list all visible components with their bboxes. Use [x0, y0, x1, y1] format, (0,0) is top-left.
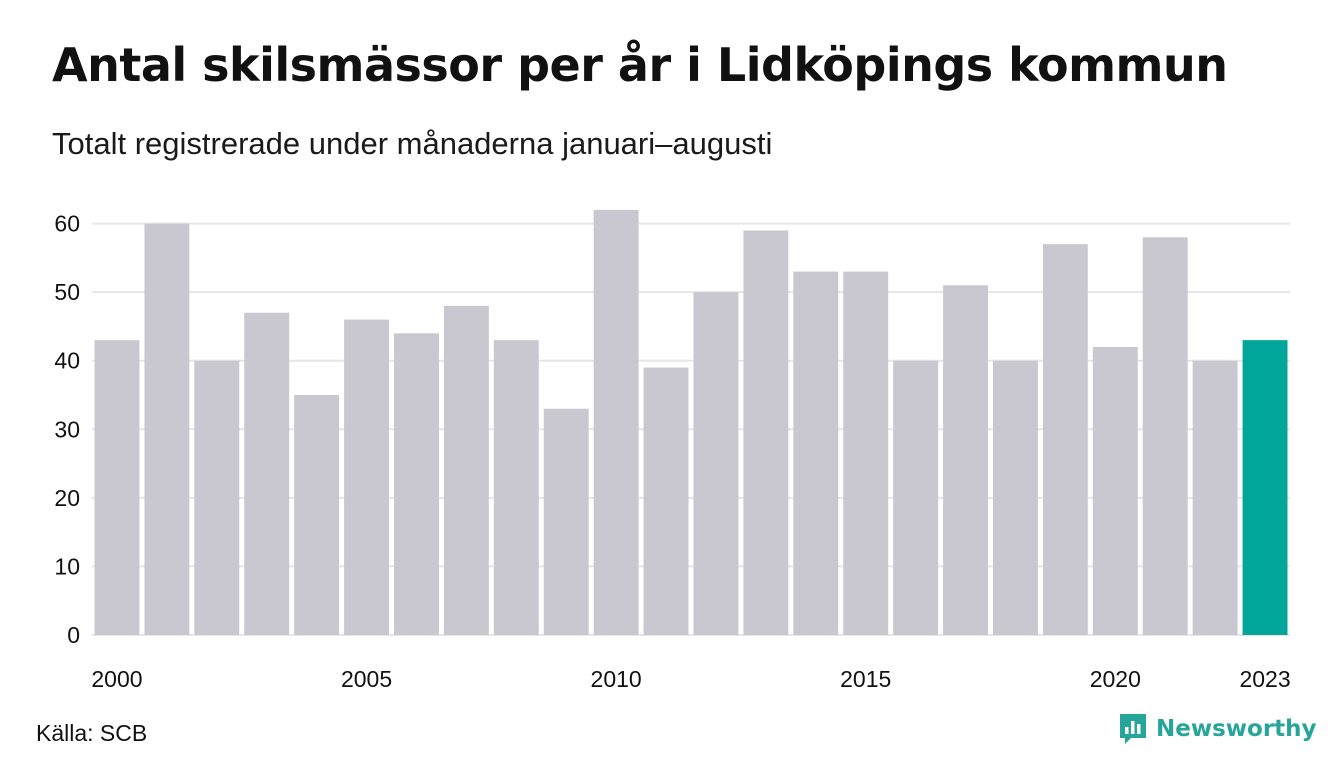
brand-logo: Newsworthy: [1118, 712, 1317, 746]
bar-2018: [993, 360, 1038, 635]
bar-2000: [94, 340, 140, 635]
bar-2009: [543, 408, 589, 635]
bar-chart: 0 10 20 30 40 50 60 2000 2005 2010 2015 2020 2023: [54, 209, 1291, 692]
bar-2001: [144, 223, 190, 636]
bars: [94, 209, 1288, 636]
gridlines: [92, 222, 1290, 636]
bar-2017: [943, 285, 988, 635]
bar-2003: [244, 312, 290, 635]
chart-title: Antal skilsmässor per år i Lidköpings ko…: [52, 38, 1228, 92]
bar-2015: [843, 271, 889, 635]
x-tick-label: 2023: [1239, 666, 1290, 692]
chart-subtitle: Totalt registrerade under månaderna janu…: [52, 126, 773, 161]
bar-2016: [893, 360, 939, 635]
bar-2008: [493, 340, 539, 635]
y-tick-label: 50: [54, 279, 80, 305]
source-note: Källa: SCB: [36, 720, 148, 746]
y-tick-label: 30: [54, 416, 80, 442]
x-axis-ticks: 2000 2005 2010 2015 2020 2023: [91, 666, 1290, 692]
x-tick-label: 2010: [591, 666, 642, 692]
bar-2002: [194, 360, 240, 635]
bar-2021: [1142, 237, 1188, 636]
bar-2013: [743, 230, 789, 635]
y-tick-label: 0: [67, 622, 80, 648]
y-tick-label: 10: [54, 553, 80, 579]
bar-2012: [693, 292, 739, 635]
bar-2023: [1242, 340, 1288, 635]
bar-2011: [643, 367, 689, 635]
newsworthy-logo-icon: [1120, 714, 1146, 744]
bar-2014: [793, 271, 839, 635]
bar-2019: [1042, 244, 1088, 635]
bar-2010: [593, 209, 639, 635]
x-tick-label: 2005: [341, 666, 392, 692]
y-tick-label: 40: [54, 348, 80, 374]
bar-2022: [1192, 360, 1238, 635]
y-tick-label: 60: [54, 211, 80, 237]
y-axis-ticks: 0 10 20 30 40 50 60: [54, 211, 80, 648]
bar-2005: [344, 319, 389, 635]
y-tick-label: 20: [54, 485, 80, 511]
brand-name: Newsworthy: [1156, 716, 1317, 742]
bar-2020: [1092, 347, 1138, 635]
x-tick-label: 2000: [91, 666, 142, 692]
x-tick-label: 2020: [1090, 666, 1141, 692]
x-tick-label: 2015: [840, 666, 891, 692]
bar-2006: [394, 333, 439, 635]
bar-2007: [443, 305, 489, 635]
bar-2004: [294, 395, 340, 635]
